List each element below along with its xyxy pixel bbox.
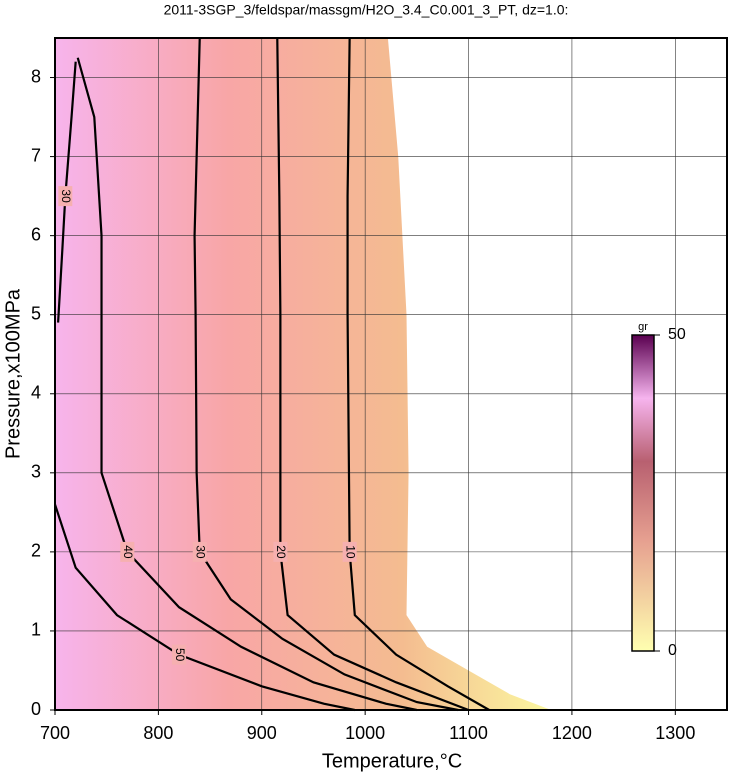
x-tick-label: 900: [247, 723, 277, 743]
x-tick-label: 1200: [552, 723, 592, 743]
y-tick-label: 3: [31, 462, 41, 482]
y-axis-label: Pressure,x100MPa: [2, 288, 24, 459]
contour-line: [193, 37, 459, 712]
y-tick-label: 0: [31, 699, 41, 719]
contour-label: 30: [59, 189, 73, 203]
field-shading: [55, 38, 552, 710]
contour-label-bg: [342, 541, 357, 562]
contour-label-bg: [192, 541, 207, 562]
x-tick-label: 1100: [449, 723, 488, 743]
x-tick-label: 700: [40, 723, 70, 743]
contour-label-bg: [58, 186, 73, 207]
contour-label: 30: [194, 545, 208, 559]
x-tick-label: 1000: [345, 723, 385, 743]
y-tick-label: 5: [31, 303, 41, 323]
y-tick-label: 2: [31, 541, 41, 561]
x-axis-label: Temperature,°C: [322, 750, 462, 772]
x-tick-label: 800: [143, 723, 173, 743]
y-tick-label: 4: [31, 383, 41, 403]
contour-line: [346, 37, 490, 711]
contour-label-bg: [273, 541, 288, 562]
x-tick-label: 1300: [655, 723, 695, 743]
colorbar-label: gr: [638, 321, 648, 333]
y-tick-label: 7: [31, 145, 41, 165]
colorbar-tick-label: 50: [668, 326, 686, 343]
plot-frame: [54, 37, 728, 711]
colorbar: [631, 334, 655, 652]
contour-label-bg: [172, 644, 187, 665]
chart-title: 2011-3SGP_3/feldspar/massgm/H2O_3.4_C0.0…: [164, 2, 569, 18]
y-tick-label: 6: [31, 224, 41, 244]
contour-line: [276, 37, 469, 712]
y-tick-label: 1: [31, 620, 41, 640]
contour-label: 40: [121, 545, 135, 559]
contour-label: 50: [173, 648, 187, 662]
contour-label: 10: [343, 545, 357, 559]
contour-label: 20: [274, 545, 288, 559]
colorbar-tick-label: 0: [668, 642, 677, 659]
contour-label-bg: [120, 541, 135, 562]
y-tick-label: 8: [31, 66, 41, 86]
